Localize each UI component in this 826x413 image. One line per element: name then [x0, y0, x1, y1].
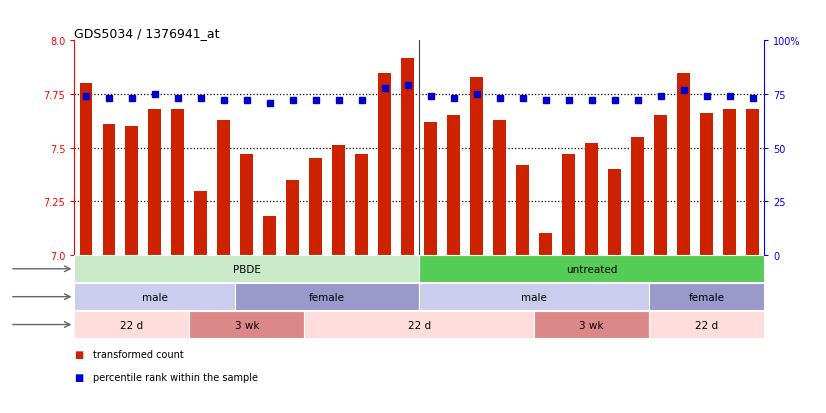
Bar [126, 127, 138, 255]
Bar [304, 311, 534, 338]
Bar [654, 116, 667, 255]
Bar [534, 311, 649, 338]
Bar [149, 110, 161, 255]
Bar [420, 284, 649, 310]
Text: 22 d: 22 d [121, 320, 144, 330]
Text: ■: ■ [74, 372, 83, 382]
Bar [217, 121, 230, 255]
Bar [235, 284, 420, 310]
Bar [172, 110, 184, 255]
Text: female: female [689, 292, 724, 302]
Text: 22 d: 22 d [408, 320, 430, 330]
Bar [649, 311, 764, 338]
Bar [420, 256, 764, 282]
Bar [287, 180, 299, 255]
Bar [102, 125, 115, 255]
Bar [649, 284, 764, 310]
Bar [677, 74, 690, 255]
Text: female: female [309, 292, 345, 302]
Text: male: male [521, 292, 547, 302]
Text: 3 wk: 3 wk [235, 320, 259, 330]
Bar [425, 123, 437, 255]
Bar [74, 256, 420, 282]
Text: PBDE: PBDE [233, 264, 261, 274]
Bar [332, 146, 345, 255]
Bar [516, 165, 529, 255]
Bar [631, 138, 644, 255]
Text: male: male [142, 292, 168, 302]
Text: 3 wk: 3 wk [579, 320, 604, 330]
Bar [194, 191, 207, 255]
Bar [563, 155, 575, 255]
Bar [310, 159, 322, 255]
Bar [74, 284, 235, 310]
Text: GDS5034 / 1376941_at: GDS5034 / 1376941_at [74, 27, 220, 40]
Bar [74, 311, 189, 338]
Bar [724, 110, 736, 255]
Text: 22 d: 22 d [695, 320, 718, 330]
Bar [700, 114, 713, 255]
Bar [539, 234, 552, 255]
Bar [608, 170, 621, 255]
Bar [79, 84, 93, 255]
Text: untreated: untreated [566, 264, 617, 274]
Bar [355, 155, 368, 255]
Bar [493, 121, 506, 255]
Bar [189, 311, 304, 338]
Bar [470, 78, 483, 255]
Bar [448, 116, 460, 255]
Text: percentile rank within the sample: percentile rank within the sample [93, 372, 258, 382]
Bar [378, 74, 391, 255]
Bar [746, 110, 759, 255]
Bar [263, 217, 276, 255]
Text: ■: ■ [74, 349, 83, 359]
Bar [240, 155, 253, 255]
Bar [586, 144, 598, 255]
Bar [401, 58, 414, 255]
Text: transformed count: transformed count [93, 349, 183, 359]
